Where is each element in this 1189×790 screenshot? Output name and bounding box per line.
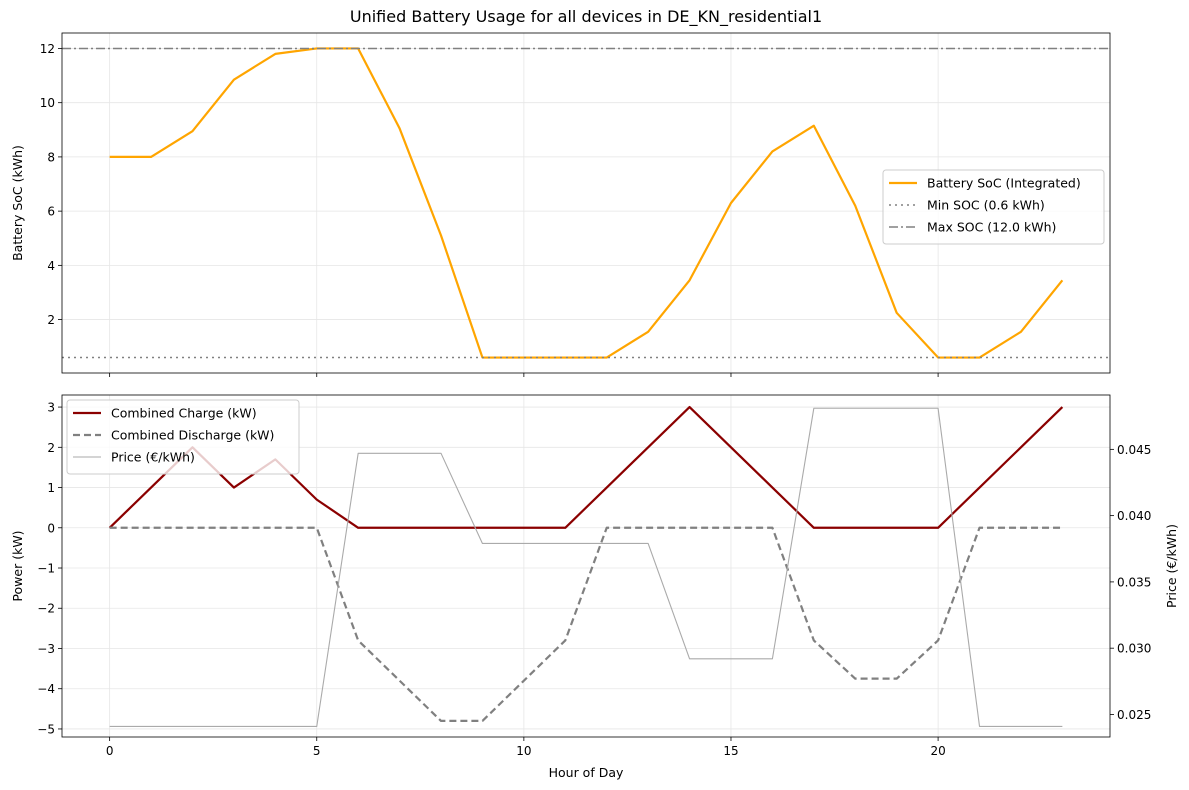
legend-label: Combined Charge (kW) [111,406,257,421]
power-axes: 0 5 10 15 20 −5 −4 −3 −2 −1 0 1 2 3 Power (kW) Hour of … [10,394,1179,780]
x-tick-label: 20 [930,744,945,758]
y-tick-label: 2 [47,441,55,455]
legend-label: Combined Discharge (kW) [111,428,274,443]
y-tick-label: 0 [47,521,55,535]
y-tick-label: −4 [37,682,55,696]
legend-box [882,169,1105,245]
axes-frame [61,394,1111,738]
legend-label: Battery SoC (Integrated) [927,176,1081,191]
y-tick-label: −3 [37,642,55,656]
y-tick-label: 4 [47,259,55,273]
y-right-axis-label: Price (€/kWh) [1164,524,1179,608]
x-tick-label: 15 [723,744,738,758]
x-tick-label: 0 [106,744,114,758]
soc-axes: 2 4 6 8 10 12 Battery SoC (kWh) Battery SoC (In… [10,32,1111,377]
y-tick-label: −2 [37,602,55,616]
legend: Battery SoC (Integrated) Min SOC (0.6 kWh… [882,169,1105,245]
legend-box [66,399,300,475]
legend-label: Max SOC (12.0 kWh) [927,220,1056,235]
y-tick-label: 2 [47,313,55,327]
series-line-combined-discharge-kw [109,526,1063,723]
y-right-tick-label: 0.035 [1117,575,1151,589]
legend-label: Price (€/kWh) [111,450,195,465]
legend-label: Min SOC (0.6 kWh) [927,198,1045,213]
y-right-tick-label: 0.025 [1117,708,1151,722]
y-tick-label: 12 [40,42,55,56]
y-tick-label: −1 [37,562,55,576]
x-axis-label: Hour of Day [549,765,624,780]
x-tick-label: 10 [516,744,531,758]
y-tick-label: 1 [47,481,55,495]
series-line-price-kwh [109,407,1063,727]
y-axis-label: Battery SoC (kWh) [10,145,25,261]
axes-frame [61,32,1111,374]
legend: Combined Charge (kW) Combined Discharge (… [66,399,300,475]
y-tick-label: −5 [37,722,55,736]
y-right-tick-label: 0.040 [1117,509,1151,523]
y-axis-label: Power (kW) [10,530,25,601]
y-right-tick-label: 0.045 [1117,443,1151,457]
y-tick-label: 8 [47,150,55,164]
y-tick-label: 10 [40,96,55,110]
y-right-tick-label: 0.030 [1117,642,1151,656]
chart-title: Unified Battery Usage for all devices in… [350,7,822,27]
y-tick-label: 3 [47,401,55,415]
x-tick-label: 5 [313,744,321,758]
y-tick-label: 6 [47,205,55,219]
plot-area [62,47,1110,359]
